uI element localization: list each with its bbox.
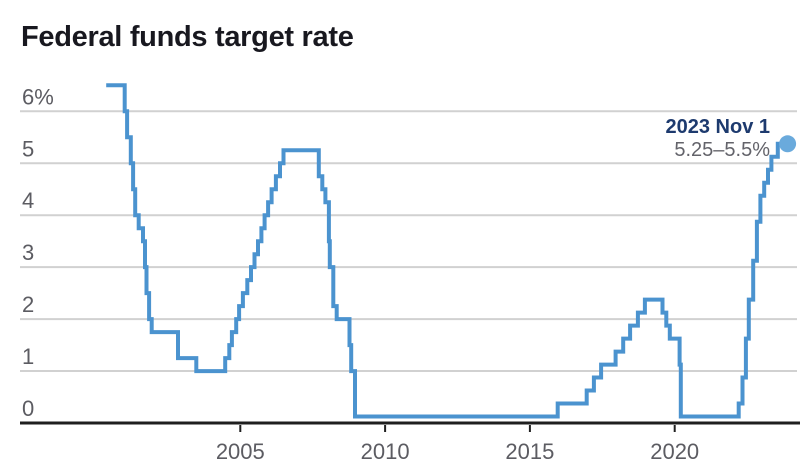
y-axis-label: 5 — [22, 136, 34, 161]
latest-value-dot — [779, 135, 797, 153]
annotation-date: 2023 Nov 1 — [665, 116, 770, 138]
x-axis-label: 2005 — [216, 439, 265, 464]
y-axis-label: 1 — [22, 344, 34, 369]
y-axis-label: 2 — [22, 292, 34, 317]
y-axis-label: 6% — [22, 84, 54, 109]
x-axis-label: 2010 — [361, 439, 410, 464]
x-axis-label: 2020 — [650, 439, 699, 464]
chart-title: Federal funds target rate — [21, 21, 354, 53]
y-axis-label: 0 — [22, 396, 34, 421]
latest-point-annotation: 2023 Nov 1 5.25–5.5% — [665, 116, 770, 162]
y-axis-label: 3 — [22, 240, 34, 265]
y-axis-label: 4 — [22, 188, 34, 213]
annotation-value: 5.25–5.5% — [674, 139, 770, 161]
x-axis-label: 2015 — [505, 439, 554, 464]
rate-step-line — [106, 83, 788, 419]
